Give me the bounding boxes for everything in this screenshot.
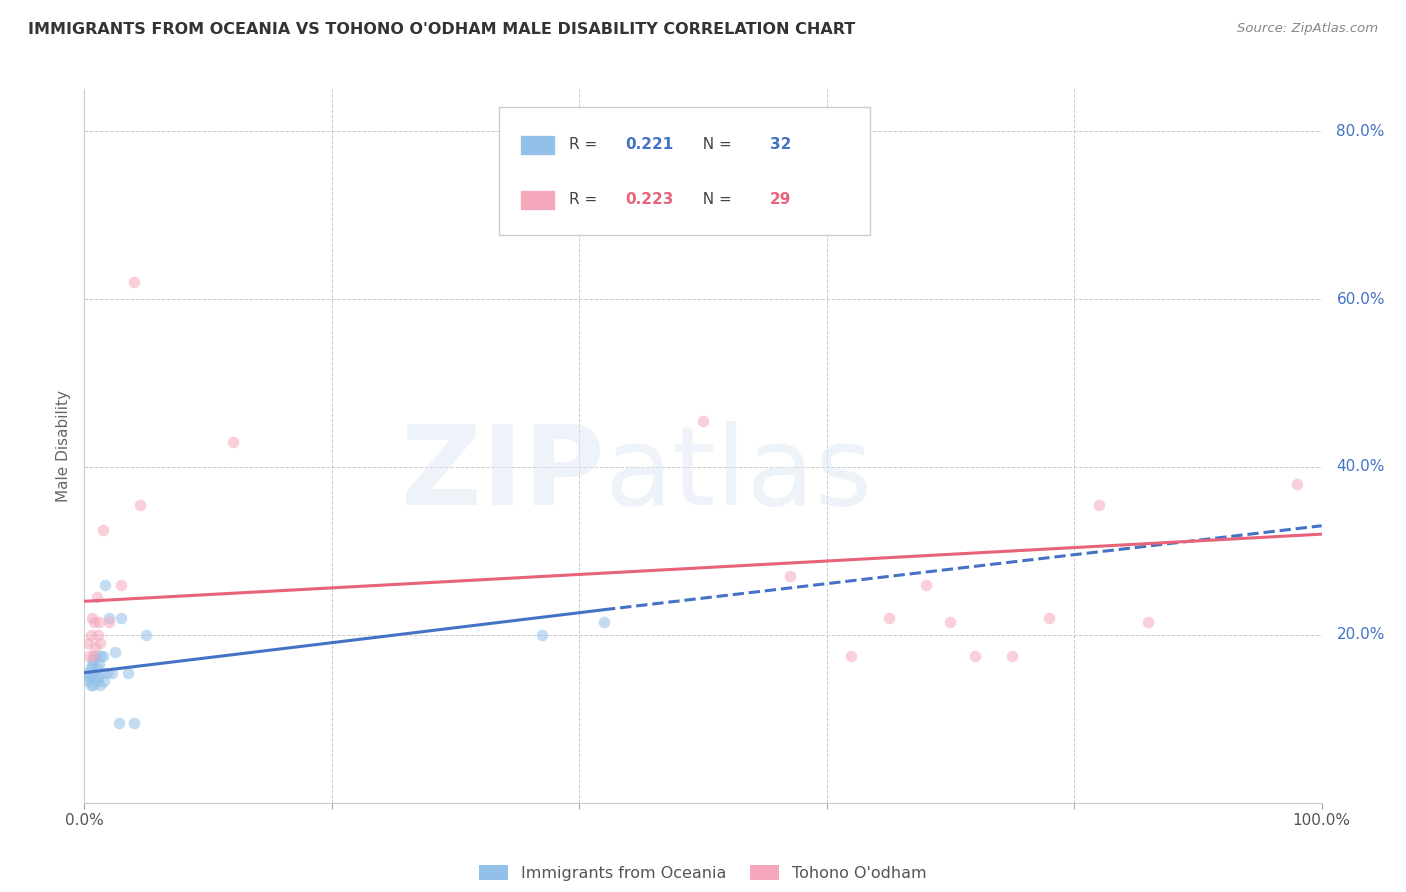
Point	[87, 670, 110, 684]
Point	[89, 678, 111, 692]
Point	[877, 611, 900, 625]
Point	[77, 636, 100, 650]
Point	[96, 665, 118, 680]
Text: 60.0%: 60.0%	[1337, 292, 1385, 307]
Point	[1001, 648, 1024, 663]
Point	[965, 648, 987, 663]
Point	[83, 665, 105, 680]
Text: 32: 32	[770, 137, 792, 153]
Point	[86, 590, 108, 604]
Point	[531, 628, 554, 642]
Text: atlas: atlas	[605, 421, 873, 528]
Point	[108, 716, 131, 731]
Point	[117, 665, 139, 680]
FancyBboxPatch shape	[520, 135, 554, 155]
FancyBboxPatch shape	[520, 190, 554, 210]
Point	[84, 648, 107, 663]
Point	[82, 653, 104, 667]
Point	[98, 611, 121, 625]
Point	[110, 611, 132, 625]
Point	[79, 648, 101, 663]
Point	[89, 636, 111, 650]
Point	[79, 670, 101, 684]
Point	[122, 716, 145, 731]
FancyBboxPatch shape	[499, 107, 870, 235]
Point	[1088, 498, 1111, 512]
Text: IMMIGRANTS FROM OCEANIA VS TOHONO O'ODHAM MALE DISABILITY CORRELATION CHART: IMMIGRANTS FROM OCEANIA VS TOHONO O'ODHA…	[28, 22, 855, 37]
Point	[1285, 476, 1308, 491]
Point	[89, 648, 111, 663]
Point	[79, 628, 101, 642]
Point	[93, 674, 115, 689]
Point	[91, 648, 114, 663]
Text: N =: N =	[693, 137, 737, 153]
Point	[83, 615, 105, 630]
Point	[82, 678, 104, 692]
Y-axis label: Male Disability: Male Disability	[56, 390, 72, 502]
Text: ZIP: ZIP	[401, 421, 605, 528]
Point	[841, 648, 863, 663]
Point	[222, 434, 245, 449]
Text: R =: R =	[569, 137, 603, 153]
Point	[84, 640, 107, 655]
Point	[79, 678, 101, 692]
Text: 0.223: 0.223	[626, 193, 673, 207]
Point	[135, 628, 157, 642]
Point	[110, 577, 132, 591]
Point	[87, 628, 110, 642]
Point	[129, 498, 152, 512]
Point	[89, 657, 111, 672]
Point	[692, 414, 714, 428]
Point	[779, 569, 801, 583]
Point	[1038, 611, 1060, 625]
Point	[90, 665, 112, 680]
Point	[80, 657, 103, 672]
Point	[80, 611, 103, 625]
Point	[104, 645, 127, 659]
Text: N =: N =	[693, 193, 737, 207]
Point	[82, 648, 104, 663]
Point	[77, 674, 100, 689]
Point	[914, 577, 936, 591]
Point	[91, 523, 114, 537]
Legend: Immigrants from Oceania, Tohono O'odham: Immigrants from Oceania, Tohono O'odham	[472, 859, 934, 888]
Point	[79, 661, 101, 675]
Text: 40.0%: 40.0%	[1337, 459, 1385, 475]
Text: 80.0%: 80.0%	[1337, 124, 1385, 138]
Point	[94, 577, 117, 591]
Text: R =: R =	[569, 193, 603, 207]
Text: Source: ZipAtlas.com: Source: ZipAtlas.com	[1237, 22, 1378, 36]
Point	[80, 670, 103, 684]
Point	[1137, 615, 1160, 630]
Point	[122, 275, 145, 289]
Point	[76, 665, 98, 680]
Point	[86, 661, 108, 675]
Point	[86, 674, 108, 689]
Point	[89, 615, 111, 630]
Point	[98, 615, 121, 630]
Text: 20.0%: 20.0%	[1337, 627, 1385, 642]
Point	[939, 615, 962, 630]
Text: 29: 29	[770, 193, 792, 207]
Point	[593, 615, 616, 630]
Text: 0.221: 0.221	[626, 137, 673, 153]
Point	[100, 665, 122, 680]
